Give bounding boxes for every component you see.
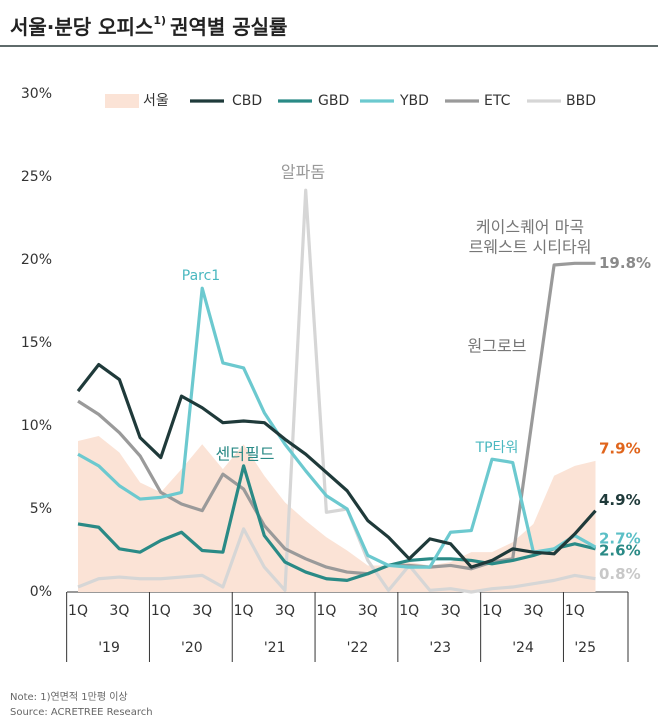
x-tick-label: 3Q xyxy=(441,603,461,619)
x-tick-label: 3Q xyxy=(275,603,295,619)
annotation: 르웨스트 시티타워 xyxy=(469,238,592,257)
x-tick-label: 1Q xyxy=(68,603,88,619)
x-tick-label: 1Q xyxy=(399,603,419,619)
line xyxy=(77,464,596,582)
y-tick-label: 0% xyxy=(30,584,52,600)
legend-label: CBD xyxy=(232,93,262,109)
value-label: 2.7% xyxy=(599,530,641,548)
value-label: 0.8% xyxy=(599,565,641,583)
title-rest: 권역별 공실률 xyxy=(170,15,287,39)
x-tick-label: 3Q xyxy=(192,603,212,619)
value-label: 4.9% xyxy=(599,491,641,509)
note: Note: 1)연면적 1만평 이상 xyxy=(10,691,128,703)
legend-swatch xyxy=(105,94,139,108)
x-tick-label: 1Q xyxy=(316,603,336,619)
x-tick-label: 3Q xyxy=(358,603,378,619)
x-tick-label: 1Q xyxy=(482,603,502,619)
source: Source: ACRETREE Research xyxy=(10,707,153,718)
year-label: '24 xyxy=(512,640,534,656)
title-main: 서울·분당 오피스 xyxy=(10,15,153,39)
year-label: '19 xyxy=(98,640,120,656)
year-label: '20 xyxy=(181,640,203,656)
x-tick-label: 1Q xyxy=(565,603,585,619)
x-tick-label: 1Q xyxy=(151,603,171,619)
annotation: 센터필드 xyxy=(216,445,275,464)
annotation: 원그로브 xyxy=(468,337,527,356)
annotation: TP타워 xyxy=(475,440,519,456)
annotation: 알파돔 xyxy=(281,163,325,182)
y-tick-label: 20% xyxy=(21,252,52,268)
value-label: 2.6% xyxy=(599,541,641,559)
year-label: '21 xyxy=(264,640,286,656)
legend-label: 서울 xyxy=(143,93,169,109)
y-tick-label: 25% xyxy=(21,169,52,185)
y-tick-label: 10% xyxy=(21,418,52,434)
line xyxy=(76,362,597,569)
annotation: Parc1 xyxy=(182,268,220,284)
value-label: 19.8% xyxy=(599,254,651,272)
year-label: '22 xyxy=(347,640,369,656)
year-label: '25 xyxy=(574,640,596,656)
year-label: '23 xyxy=(429,640,451,656)
area xyxy=(78,435,596,592)
chart-title: 서울·분당 오피스1) 권역별 공실률 xyxy=(10,14,287,39)
y-tick-label: 5% xyxy=(30,501,52,517)
title-sup: 1) xyxy=(153,14,166,27)
y-tick-label: 30% xyxy=(21,86,52,102)
legend-label: YBD xyxy=(399,93,429,109)
annotation: 케이스퀘어 마곡 xyxy=(476,218,584,237)
legend-label: ETC xyxy=(484,93,511,109)
y-tick-label: 15% xyxy=(21,335,52,351)
x-tick-label: 3Q xyxy=(109,603,129,619)
x-tick-label: 1Q xyxy=(234,603,254,619)
legend-label: GBD xyxy=(318,93,349,109)
x-tick-label: 3Q xyxy=(523,603,543,619)
line xyxy=(77,188,596,594)
value-label: 7.9% xyxy=(599,439,641,457)
legend-label: BBD xyxy=(566,93,596,109)
line xyxy=(77,261,596,576)
line xyxy=(77,286,597,569)
